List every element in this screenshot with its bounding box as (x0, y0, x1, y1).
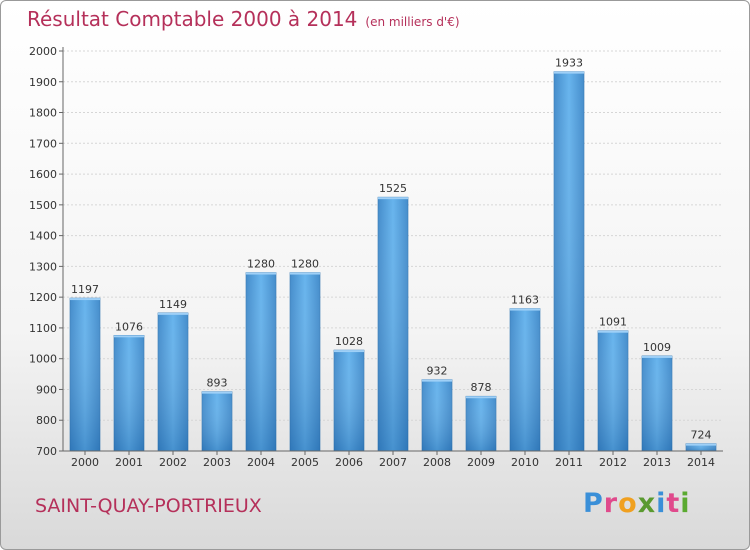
bar-shade (246, 272, 276, 451)
label-layer: 1197 1076 1149 893 1280 1280 1028 1525 932 878 116… (71, 57, 712, 442)
x-tick-label: 2003 (203, 456, 231, 469)
x-tick-label: 2012 (599, 456, 627, 469)
y-tick-label: 1500 (29, 199, 57, 212)
bar-shade (378, 197, 408, 451)
y-tick-label: 700 (36, 445, 57, 458)
data-label: 932 (427, 365, 448, 378)
x-tick-label: 2001 (115, 456, 143, 469)
x-tick-label: 2011 (555, 456, 583, 469)
x-tick-label: 2014 (687, 456, 715, 469)
bar-shade (510, 308, 540, 451)
logo-letter: P (583, 488, 604, 519)
chart-title: Résultat Comptable 2000 à 2014 (en millie… (27, 7, 460, 31)
bar-top-highlight (114, 335, 144, 338)
x-tick-label: 2008 (423, 456, 451, 469)
logo-letter: o (618, 488, 638, 519)
bar-top-highlight (466, 396, 496, 399)
data-label: 1028 (335, 335, 363, 348)
x-tick-label: 2002 (159, 456, 187, 469)
bar-shade (598, 330, 628, 451)
logo-letter: r (603, 488, 619, 519)
bar-shade (290, 272, 320, 451)
data-label: 1163 (511, 294, 539, 307)
city-name: SAINT-QUAY-PORTRIEUX (35, 495, 262, 517)
y-tick-label: 900 (36, 383, 57, 396)
y-tick-label: 1000 (29, 353, 57, 366)
data-label: 1149 (159, 298, 187, 311)
bar-top-highlight (290, 272, 320, 275)
bar-shade (642, 355, 672, 451)
bar-top-highlight (202, 391, 232, 394)
bar-top-highlight (686, 443, 716, 446)
x-tick-label: 2010 (511, 456, 539, 469)
y-tick-label: 2000 (29, 45, 57, 58)
bar-shade (334, 350, 364, 451)
y-tick-label: 1100 (29, 322, 57, 335)
y-tick-label: 1900 (29, 76, 57, 89)
bar-shade (554, 71, 584, 451)
bar-layer (69, 71, 717, 452)
data-label: 1076 (115, 320, 143, 333)
data-label: 878 (471, 381, 492, 394)
chart-subtitle: (en milliers d'€) (365, 15, 460, 29)
x-tick-label: 2004 (247, 456, 275, 469)
bar-top-highlight (510, 308, 540, 311)
bar-top-highlight (422, 379, 452, 382)
y-tick-label: 800 (36, 414, 57, 427)
bar-top-highlight (642, 355, 672, 358)
bar-shade (114, 335, 144, 451)
bar-shade (158, 312, 188, 451)
data-label: 893 (207, 377, 228, 390)
proxiti-logo: Proxiti (583, 488, 691, 519)
data-label: 1091 (599, 316, 627, 329)
y-tick-label: 1700 (29, 137, 57, 150)
x-tick-label: 2000 (71, 456, 99, 469)
y-tick-label: 1400 (29, 230, 57, 243)
x-tick-label: 2005 (291, 456, 319, 469)
bar-shade (70, 298, 100, 451)
logo-letter: i (680, 488, 691, 519)
y-tick-label: 1300 (29, 260, 57, 273)
bar-top-highlight (70, 298, 100, 301)
bar-top-highlight (158, 312, 188, 315)
data-label: 1933 (555, 57, 583, 70)
bar-shade (466, 396, 496, 451)
bar-shade (202, 391, 232, 451)
x-tick-label: 2013 (643, 456, 671, 469)
bar-top-highlight (334, 350, 364, 353)
bar-top-highlight (246, 272, 276, 275)
bar-top-highlight (554, 71, 584, 74)
bar-top-highlight (598, 330, 628, 333)
bar-shade (686, 443, 716, 451)
y-tick-label: 1600 (29, 168, 57, 181)
data-label: 1280 (247, 258, 275, 271)
data-label: 1197 (71, 283, 99, 296)
bar-shade (422, 379, 452, 451)
logo-letter: x (637, 488, 657, 519)
x-tick-label: 2007 (379, 456, 407, 469)
data-label: 1525 (379, 182, 407, 195)
y-tick-label: 1200 (29, 291, 57, 304)
x-tick-label: 2006 (335, 456, 363, 469)
y-tick-label: 1800 (29, 107, 57, 120)
data-label: 1009 (643, 341, 671, 354)
data-label: 724 (691, 429, 712, 442)
axis-layer: 700 800 900 1000 1100 1200 1300 1400 1500 1600 170… (29, 45, 723, 469)
logo-letter: i (656, 488, 667, 519)
logo-letter: t (666, 488, 681, 519)
data-label: 1280 (291, 258, 319, 271)
x-tick-label: 2009 (467, 456, 495, 469)
chart-title-text: Résultat Comptable 2000 à 2014 (27, 7, 358, 31)
bar-top-highlight (378, 197, 408, 200)
